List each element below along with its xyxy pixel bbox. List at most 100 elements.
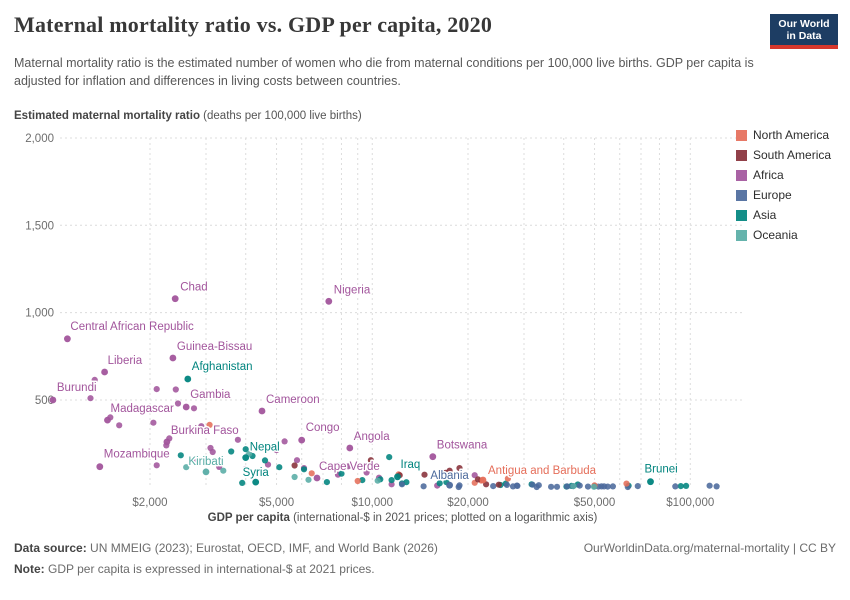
data-point-nepal[interactable] — [242, 454, 250, 461]
data-point-central-african-republic[interactable] — [64, 335, 71, 343]
country-label-iraq[interactable]: Iraq — [399, 457, 422, 472]
data-point[interactable] — [300, 466, 308, 473]
data-point-angola[interactable] — [346, 444, 354, 452]
data-point[interactable] — [354, 477, 361, 485]
data-point[interactable] — [590, 483, 598, 490]
data-point[interactable] — [457, 473, 464, 481]
data-point[interactable] — [242, 465, 249, 473]
data-point[interactable] — [91, 376, 98, 383]
data-point[interactable] — [576, 482, 583, 489]
data-point[interactable] — [713, 483, 720, 490]
data-point[interactable] — [420, 483, 427, 490]
data-point-congo[interactable] — [298, 436, 306, 444]
data-point[interactable] — [228, 448, 235, 455]
data-point[interactable] — [374, 477, 381, 484]
data-point[interactable] — [281, 438, 288, 445]
data-point[interactable] — [220, 467, 227, 474]
data-point-liberia[interactable] — [101, 368, 108, 376]
data-point[interactable] — [490, 483, 497, 490]
data-point-burundi[interactable] — [49, 396, 57, 404]
data-point-burkina-faso[interactable] — [163, 438, 171, 446]
data-point[interactable] — [436, 480, 443, 487]
data-point[interactable] — [172, 386, 179, 393]
data-point[interactable] — [471, 472, 478, 479]
data-point-chad[interactable] — [171, 295, 179, 303]
data-point[interactable] — [261, 457, 269, 464]
country-label-cameroon[interactable]: Cameroon — [265, 393, 322, 408]
country-label-angola[interactable]: Angola — [352, 430, 391, 445]
data-point[interactable] — [183, 464, 190, 471]
country-label-guinea-bissau[interactable]: Guinea-Bissau — [175, 340, 253, 355]
data-point[interactable] — [601, 483, 608, 490]
data-point[interactable] — [150, 419, 157, 426]
data-point[interactable] — [564, 483, 571, 490]
country-label-nigeria[interactable]: Nigeria — [332, 283, 372, 298]
country-label-gambia[interactable]: Gambia — [189, 388, 233, 403]
data-point-botswana[interactable] — [429, 453, 437, 461]
data-point[interactable] — [529, 481, 536, 488]
data-point[interactable] — [509, 483, 517, 490]
country-label-antigua-and-barbuda[interactable]: Antigua and Barbuda — [487, 464, 599, 479]
data-point[interactable] — [276, 464, 283, 471]
data-point[interactable] — [338, 470, 345, 477]
data-point-antigua-and-barbuda[interactable] — [479, 476, 487, 484]
legend-item-europe[interactable]: Europe — [736, 188, 831, 202]
country-label-albania[interactable]: Albania — [429, 469, 471, 484]
country-label-central-african-republic[interactable]: Central African Republic — [69, 319, 196, 334]
data-point[interactable] — [153, 462, 160, 469]
data-point[interactable] — [672, 483, 679, 490]
country-label-syria[interactable]: Syria — [241, 466, 271, 481]
data-point[interactable] — [584, 483, 592, 490]
data-point-kiribati[interactable] — [202, 468, 210, 476]
country-label-kiribati[interactable]: Kiribati — [187, 454, 225, 469]
legend-item-south-america[interactable]: South America — [736, 148, 831, 162]
data-point[interactable] — [398, 481, 406, 488]
data-point[interactable] — [548, 483, 555, 490]
legend-item-oceania[interactable]: Oceania — [736, 228, 831, 242]
data-point[interactable] — [388, 477, 395, 484]
data-point[interactable] — [405, 462, 412, 469]
data-point-nigeria[interactable] — [325, 297, 333, 305]
data-point-iraq[interactable] — [394, 473, 401, 481]
data-point[interactable] — [291, 473, 298, 481]
data-point[interactable] — [308, 470, 315, 477]
data-point-guinea-bissau[interactable] — [169, 354, 177, 362]
data-point[interactable] — [363, 469, 370, 476]
data-point[interactable] — [334, 462, 342, 469]
owid-link[interactable]: OurWorldinData.org/maternal-mortality | … — [583, 541, 836, 555]
data-point[interactable] — [206, 421, 213, 428]
data-point[interactable] — [234, 436, 241, 443]
country-label-afghanistan[interactable]: Afghanistan — [190, 360, 254, 375]
data-point[interactable] — [677, 483, 684, 490]
data-point[interactable] — [198, 423, 205, 430]
data-point[interactable] — [503, 481, 510, 488]
data-point-albania[interactable] — [446, 481, 453, 489]
data-point-mozambique[interactable] — [96, 463, 104, 471]
data-point[interactable] — [190, 405, 198, 412]
legend-item-north-america[interactable]: North America — [736, 128, 831, 142]
data-point[interactable] — [442, 469, 449, 476]
data-point[interactable] — [273, 447, 280, 454]
country-label-burkina-faso[interactable]: Burkina Faso — [169, 423, 240, 438]
data-point[interactable] — [87, 395, 94, 402]
data-point-brunei[interactable] — [647, 478, 654, 486]
data-point-gambia[interactable] — [182, 403, 190, 411]
country-label-liberia[interactable]: Liberia — [106, 354, 144, 369]
country-label-botswana[interactable]: Botswana — [435, 438, 489, 453]
data-point[interactable] — [367, 457, 374, 464]
data-point[interactable] — [291, 462, 298, 469]
data-point[interactable] — [504, 475, 511, 482]
data-point[interactable] — [386, 454, 393, 461]
data-point[interactable] — [570, 483, 577, 490]
country-label-burundi[interactable]: Burundi — [55, 381, 98, 396]
data-point[interactable] — [456, 465, 463, 472]
data-point[interactable] — [623, 480, 630, 487]
data-point[interactable] — [634, 483, 641, 490]
data-point[interactable] — [193, 457, 200, 464]
country-label-nepal[interactable]: Nepal — [248, 440, 281, 455]
data-point[interactable] — [323, 479, 330, 486]
data-point-cape-verde[interactable] — [313, 474, 321, 482]
data-point[interactable] — [209, 448, 216, 456]
data-point[interactable] — [553, 483, 561, 490]
country-label-madagascar[interactable]: Madagascar — [109, 402, 175, 417]
